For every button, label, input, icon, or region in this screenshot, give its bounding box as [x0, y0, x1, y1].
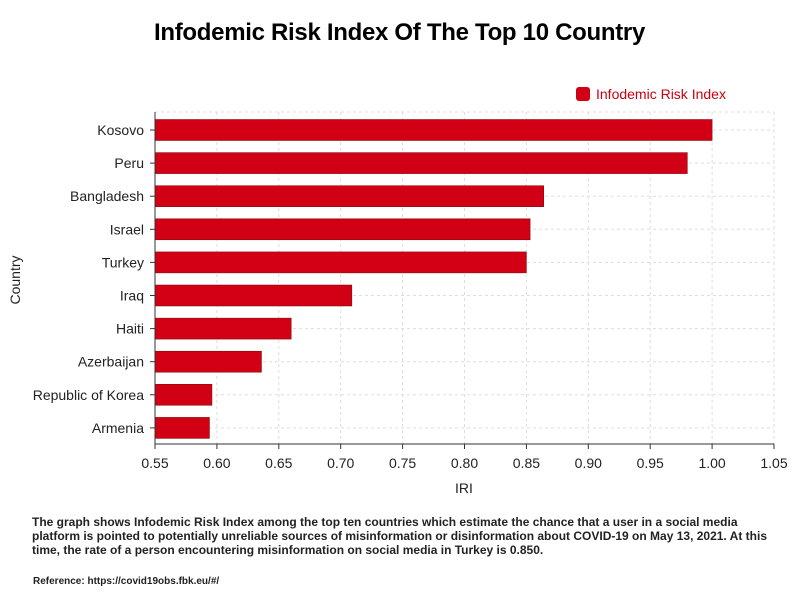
y-tick-label: Israel: [110, 221, 144, 237]
y-axis-label: Country: [7, 255, 23, 304]
reference-text: Reference: https://covid19obs.fbk.eu/#/: [33, 576, 220, 587]
bar-bangladesh[interactable]: [154, 185, 544, 207]
bar-azerbaijan[interactable]: [154, 350, 262, 373]
x-tick-label: 0.55: [141, 455, 168, 471]
x-tick-label: 1.00: [698, 455, 725, 471]
axes: [150, 112, 775, 449]
bar-chart: 0.55 0.60 0.65 0.70 0.75 0.80 0.85 0.90 0.95 1.00…: [7, 111, 788, 496]
x-tick-label: 0.95: [637, 455, 664, 471]
x-tick-label: 0.75: [389, 455, 416, 471]
bars: [154, 119, 713, 439]
y-tick-label: Armenia: [92, 420, 144, 436]
bar-israel[interactable]: [154, 218, 531, 241]
y-tick-label: Bangladesh: [70, 188, 144, 204]
legend-swatch: [576, 87, 590, 101]
bar-kosovo[interactable]: [154, 119, 713, 141]
bar-republic-of-korea[interactable]: [154, 384, 213, 406]
legend-label: Infodemic Risk Index: [596, 86, 726, 102]
legend[interactable]: Infodemic Risk Index: [576, 86, 726, 102]
x-tick-label: 0.70: [327, 455, 354, 471]
bar-iraq[interactable]: [154, 284, 353, 307]
x-tick-label: 0.60: [203, 455, 230, 471]
y-tick-label: Republic of Korea: [33, 387, 145, 403]
y-tick-label: Iraq: [120, 288, 144, 304]
x-tick-label: 0.90: [575, 455, 602, 471]
y-tick-label: Haiti: [116, 321, 144, 337]
chart-title: Infodemic Risk Index Of The Top 10 Count…: [154, 19, 646, 46]
y-tick-label: Peru: [114, 155, 144, 171]
tick-labels: 0.55 0.60 0.65 0.70 0.75 0.80 0.85 0.90 0.95 1.00…: [33, 122, 788, 471]
x-tick-label: 0.85: [513, 455, 540, 471]
bar-peru[interactable]: [154, 152, 688, 174]
y-tick-label: Turkey: [102, 254, 144, 270]
y-tick-label: Kosovo: [97, 122, 144, 138]
bar-armenia[interactable]: [154, 417, 210, 439]
chart-caption: The graph shows Infodemic Risk Index amo…: [32, 515, 767, 557]
y-tick-label: Azerbaijan: [78, 354, 144, 370]
x-axis-label: IRI: [455, 480, 473, 496]
x-tick-label: 0.65: [265, 455, 292, 471]
x-tick-label: 1.05: [760, 455, 787, 471]
bar-haiti[interactable]: [154, 317, 292, 340]
x-tick-label: 0.80: [451, 455, 478, 471]
bar-turkey[interactable]: [154, 251, 527, 274]
